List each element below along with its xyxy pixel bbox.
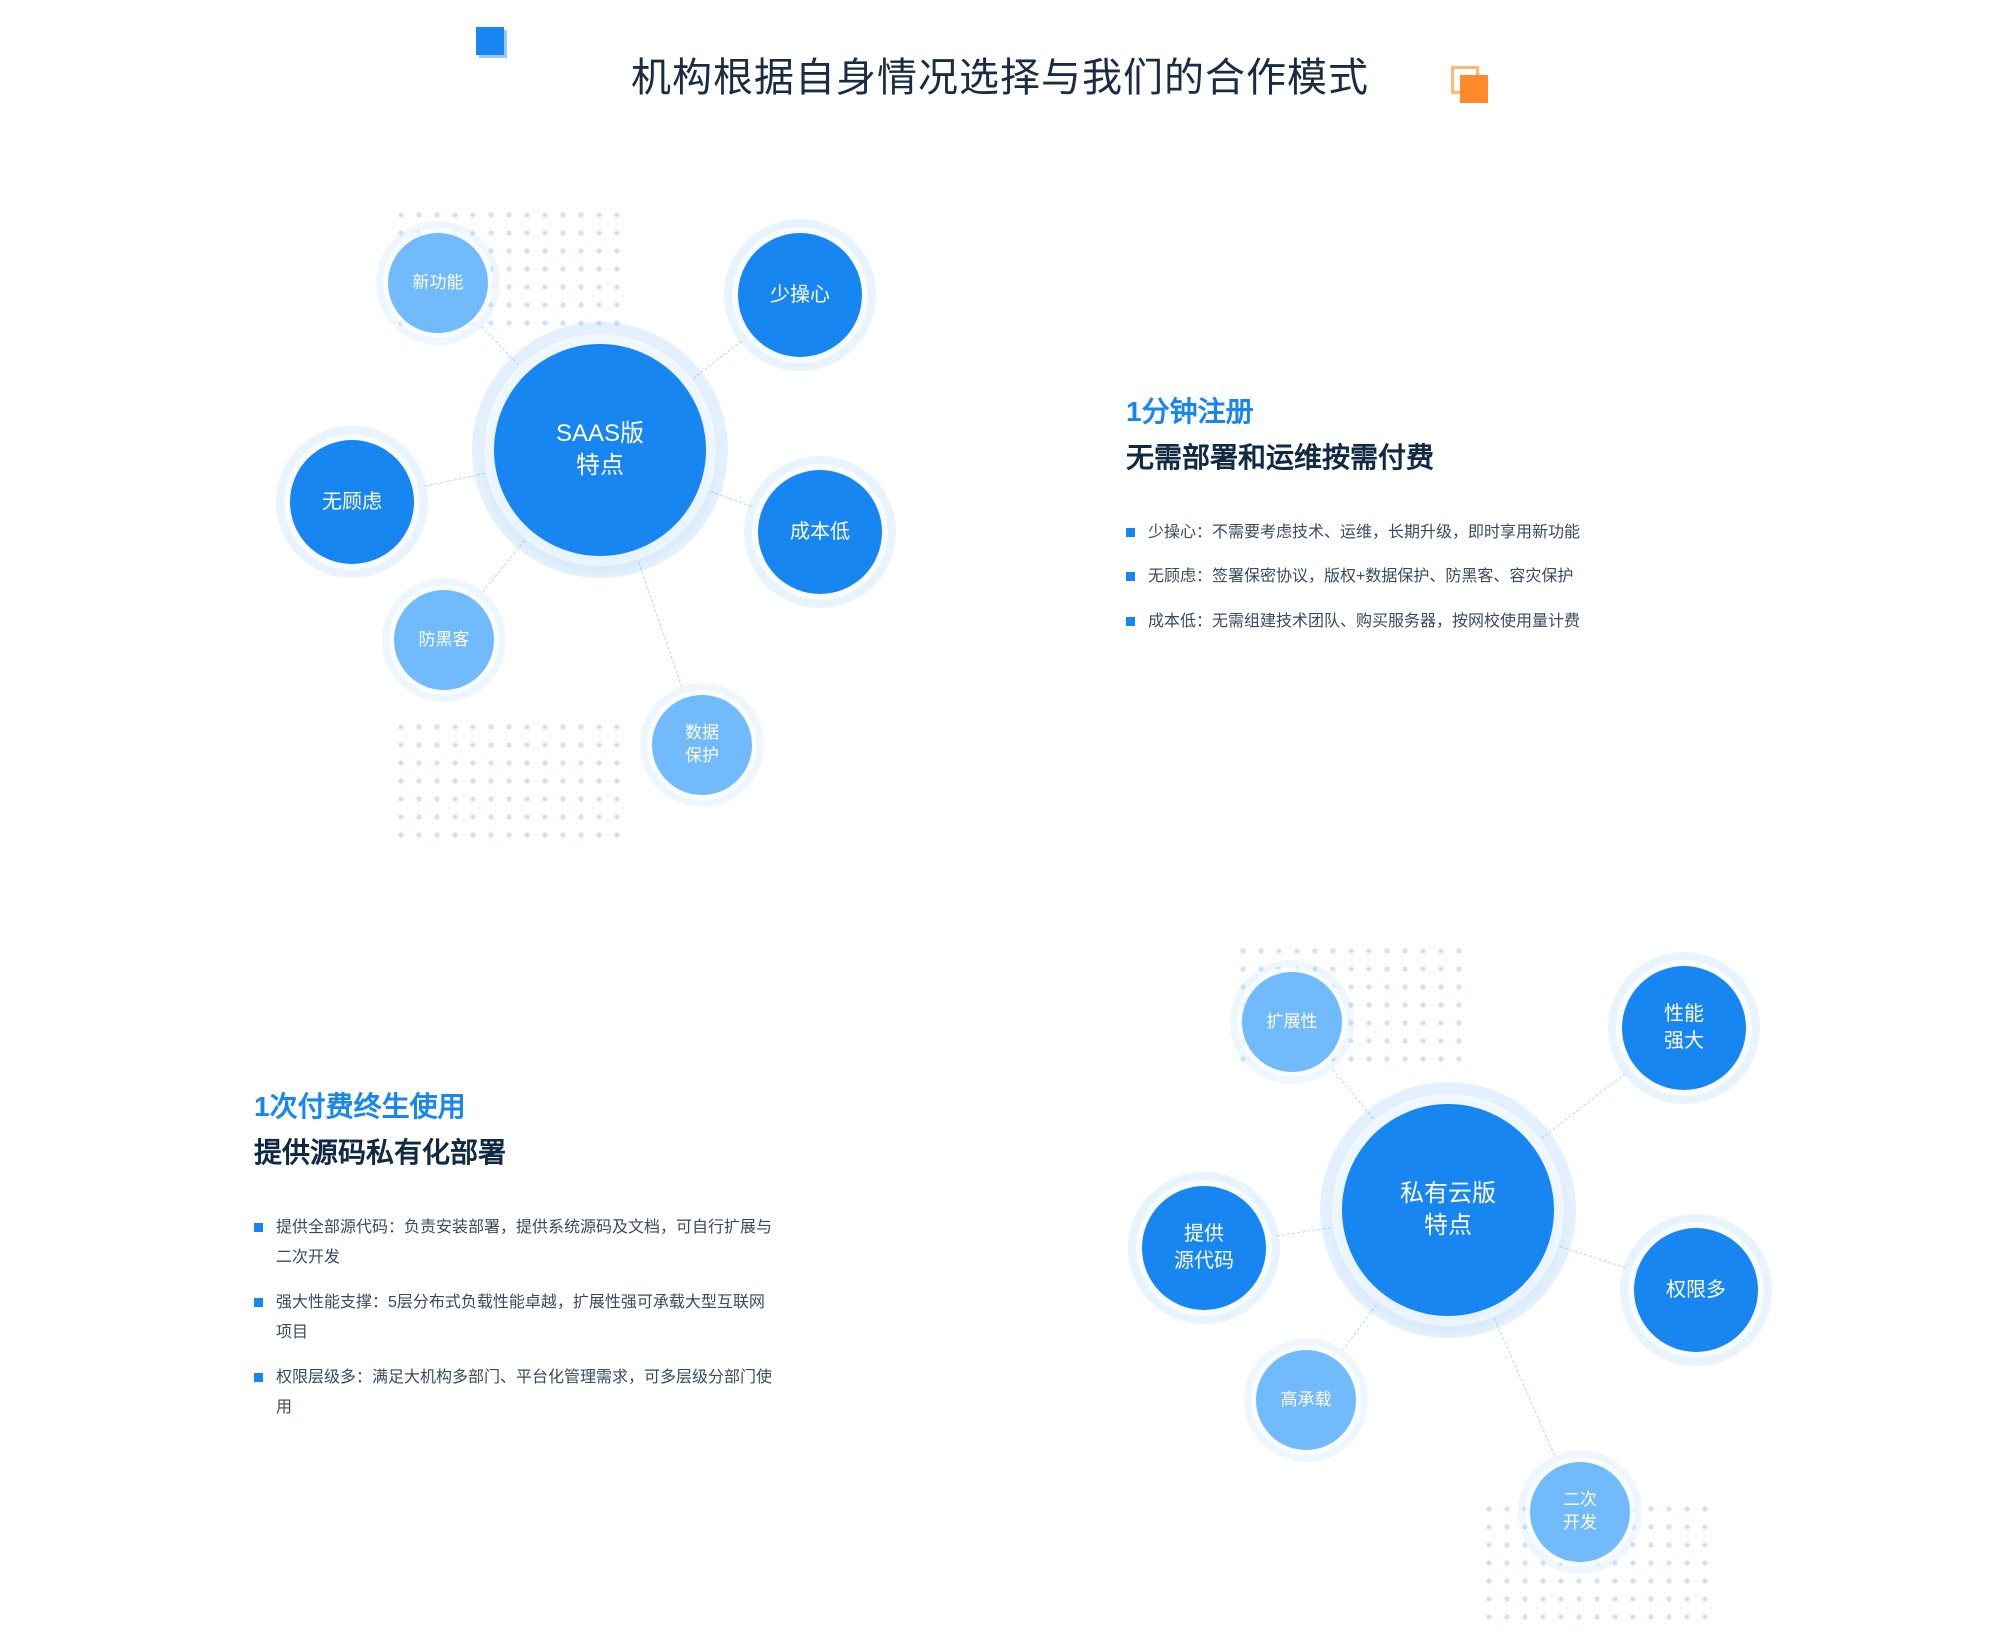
node-label-line: 二次 <box>1563 1489 1597 1512</box>
info2-title1: 1次付费终生使用 <box>254 1085 774 1125</box>
node-label-line: 数据 <box>685 722 719 745</box>
node-label-line: SAAS版 <box>556 418 644 450</box>
node-label: 扩展性 <box>1267 1011 1318 1034</box>
info1-title2: 无需部署和运维按需付费 <box>1126 436 1580 476</box>
cluster-node: 防黑客 <box>394 590 494 690</box>
cluster-node: 少操心 <box>738 233 862 357</box>
cluster-center-node: SAAS版特点 <box>494 344 706 556</box>
cluster-edge <box>1332 1069 1374 1119</box>
node-label: 少操心 <box>770 282 830 309</box>
node-label-line: 开发 <box>1563 1512 1597 1535</box>
cluster-node: 成本低 <box>758 470 882 594</box>
deco-square-right <box>1451 66 1479 94</box>
cluster-edge <box>424 473 484 487</box>
cluster-node: 二次开发 <box>1530 1462 1630 1562</box>
bullet-item: 成本低：无需组建技术团队、购买服务器，按网校使用量计费 <box>1126 607 1580 637</box>
dot-grid <box>392 718 622 848</box>
info1-bullets: 少操心：不需要考虑技术、运维，长期升级，即时享用新功能无顾虑：签署保密协议，版权… <box>1126 518 1580 637</box>
cluster-edge <box>693 340 742 378</box>
bullet-item: 强大性能支撑：5层分布式负载性能卓越，扩展性强可承载大型互联网项目 <box>254 1288 774 1349</box>
cluster-edge <box>1541 1073 1626 1139</box>
node-label: 防黑客 <box>419 629 470 652</box>
cluster-node: 权限多 <box>1634 1228 1758 1352</box>
cluster-node: 新功能 <box>388 233 488 333</box>
info-block-saas: 1分钟注册 无需部署和运维按需付费 少操心：不需要考虑技术、运维，长期升级，即时… <box>1126 390 1580 651</box>
node-label-line: 性能 <box>1664 1001 1704 1028</box>
cluster-edge <box>1494 1318 1555 1455</box>
node-label: 高承载 <box>1281 1389 1332 1412</box>
cluster-center-node: 私有云版特点 <box>1342 1104 1554 1316</box>
bullet-item: 无顾虑：签署保密协议，版权+数据保护、防黑客、容灾保护 <box>1126 562 1580 592</box>
cluster-node: 性能强大 <box>1622 966 1746 1090</box>
cluster-node: 数据保护 <box>652 695 752 795</box>
node-label: 权限多 <box>1666 1277 1726 1304</box>
page-title: 机构根据自身情况选择与我们的合作模式 <box>0 45 2000 103</box>
node-label: 无顾虑 <box>322 489 382 516</box>
bullet-item: 少操心：不需要考虑技术、运维，长期升级，即时享用新功能 <box>1126 518 1580 548</box>
node-label-line: 特点 <box>576 450 624 482</box>
bullet-item: 权限层级多：满足大机构多部门、平台化管理需求，可多层级分部门使用 <box>254 1363 774 1424</box>
cluster-edge <box>483 541 526 593</box>
node-label-line: 私有云版 <box>1400 1178 1496 1210</box>
cluster-edge <box>638 562 682 687</box>
bullet-item: 提供全部源代码：负责安装部署，提供系统源码及文档，可自行扩展与二次开发 <box>254 1213 774 1274</box>
node-label-line: 强大 <box>1664 1028 1704 1055</box>
cluster-edge <box>1277 1227 1331 1236</box>
node-label-line: 提供 <box>1184 1221 1224 1248</box>
cluster-node: 无顾虑 <box>290 440 414 564</box>
cluster-node: 扩展性 <box>1242 972 1342 1072</box>
info1-title1: 1分钟注册 <box>1126 390 1580 430</box>
cluster-edge <box>710 491 750 507</box>
info-block-privatecloud: 1次付费终生使用 提供源码私有化部署 提供全部源代码：负责安装部署，提供系统源码… <box>254 1085 774 1437</box>
node-label: 成本低 <box>790 519 850 546</box>
node-label-line: 源代码 <box>1174 1248 1234 1275</box>
info2-title2: 提供源码私有化部署 <box>254 1131 774 1171</box>
node-label-line: 特点 <box>1424 1210 1472 1242</box>
node-label-line: 保护 <box>685 745 719 768</box>
cluster-node: 提供源代码 <box>1142 1186 1266 1310</box>
info2-bullets: 提供全部源代码：负责安装部署，提供系统源码及文档，可自行扩展与二次开发强大性能支… <box>254 1213 774 1423</box>
cluster-edge <box>1342 1304 1377 1350</box>
cluster-node: 高承载 <box>1256 1350 1356 1450</box>
deco-square-left <box>479 30 507 58</box>
cluster-edge <box>1560 1246 1626 1268</box>
node-label: 新功能 <box>413 272 464 295</box>
